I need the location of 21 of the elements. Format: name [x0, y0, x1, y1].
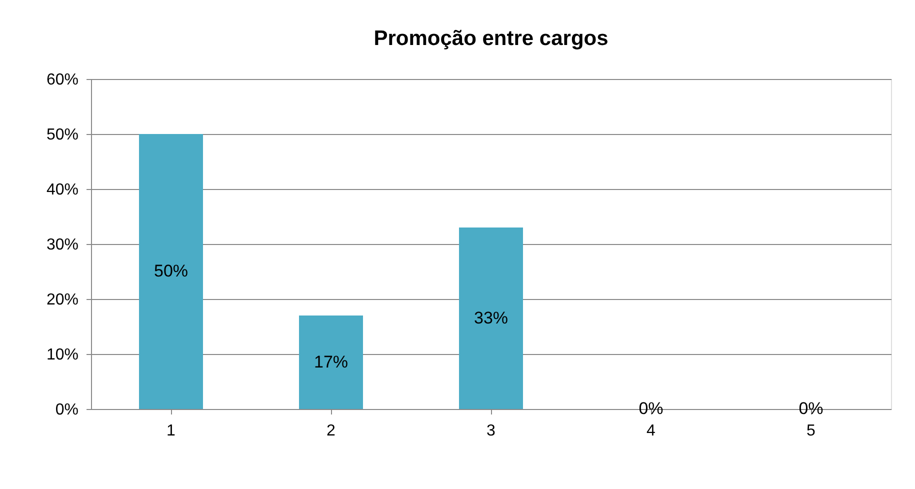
y-tick-label: 40%: [46, 182, 78, 198]
y-tick-label: 60%: [46, 72, 78, 88]
y-tick-label: 10%: [46, 346, 78, 364]
bar: [139, 134, 203, 409]
data-label: 0%: [798, 399, 824, 418]
data-label: 0%: [638, 399, 664, 418]
x-tick-label: 1: [166, 422, 176, 440]
y-tick-label: 0%: [55, 402, 78, 418]
y-tick-label: 20%: [46, 292, 78, 308]
chart-title: Promoção entre cargos: [374, 27, 608, 50]
x-tick-label: 5: [806, 422, 816, 440]
x-tick-label: 2: [326, 422, 336, 440]
bar: [299, 316, 363, 409]
x-tick-label: 4: [646, 422, 656, 440]
data-label: 33%: [474, 308, 508, 328]
bar: [459, 228, 523, 409]
data-label: 17%: [314, 352, 348, 372]
x-tick-label: 3: [486, 422, 496, 440]
y-tick-label: 50%: [46, 126, 78, 144]
y-tick-label: 30%: [46, 236, 78, 254]
data-label: 50%: [154, 262, 188, 280]
